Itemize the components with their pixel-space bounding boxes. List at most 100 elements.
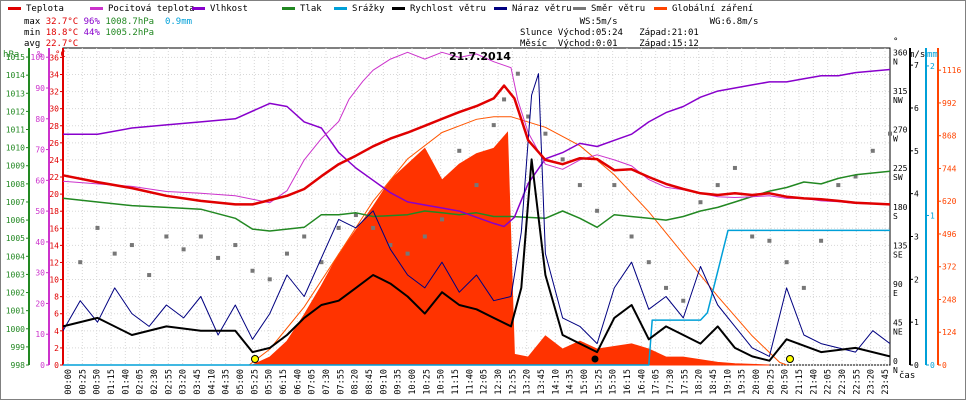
x-tick-label: 08:20 — [351, 369, 361, 395]
wind-sun-moon-info: WS:5m/s WG:6.8m/s Slunce Východ:05:24 Zá… — [520, 17, 758, 50]
x-tick-label: 00:00 — [64, 369, 74, 395]
series-wind-speed — [62, 158, 891, 362]
axis-label-ms: 6 — [914, 104, 919, 113]
legend-label: Pocitová teplota — [108, 4, 195, 14]
axis-label-dir: 45 — [893, 318, 903, 327]
axis-label-ms: 2 — [914, 275, 919, 284]
x-tick-label: 09:35 — [394, 369, 404, 395]
axis-label-hpa: 1003 — [6, 270, 25, 279]
stats-avg-label: avg — [24, 39, 41, 49]
x-tick-label: 21:40 — [809, 369, 819, 395]
x-tick-label: 03:20 — [179, 369, 189, 395]
axis-label-hpa: 1012 — [6, 107, 25, 116]
wind-direction-point — [181, 247, 186, 252]
wind-direction-point — [767, 238, 772, 243]
x-tick-label: 15:25 — [594, 369, 604, 395]
axis-label-hpa: 1013 — [6, 89, 25, 98]
stats-block: max 32.7°C 96% 1008.7hPa 0.9mm min 18.8°… — [24, 17, 192, 50]
x-tick-label: 20:00 — [752, 369, 762, 395]
x-tick-label: 15:50 — [609, 369, 619, 395]
x-tick-label: 23:45 — [881, 369, 891, 395]
wind-direction-point — [405, 251, 410, 256]
axis-label-hpa: 1010 — [6, 144, 25, 153]
legend-swatch — [573, 7, 586, 10]
axis-label-hpa: 999 — [11, 343, 26, 352]
legend-swatch — [392, 7, 405, 10]
wind-direction-point — [302, 234, 307, 239]
wind-direction-point — [284, 251, 289, 256]
x-tick-label: 10:00 — [408, 369, 418, 395]
wind-direction-point — [732, 165, 737, 170]
wind-direction-point — [198, 234, 203, 239]
x-tick-label: 11:15 — [451, 369, 461, 395]
axis-label-hpa: 1000 — [6, 325, 25, 334]
axis-label-rad: 124 — [942, 328, 957, 337]
axis-label-dir-name: NE — [893, 327, 903, 336]
axis-label-rad: 992 — [942, 99, 957, 108]
wind-direction-point — [267, 277, 272, 282]
axis-label-degc: 30 — [49, 105, 59, 114]
x-tick-label: 20:25 — [766, 369, 776, 395]
x-tick-label: 19:35 — [738, 369, 748, 395]
axis-label-pct: 40 — [35, 238, 45, 247]
wind-direction-point — [78, 260, 83, 265]
axis-label-degc: 12 — [49, 258, 59, 267]
axis-label-mm: 1 — [930, 211, 935, 220]
wind-direction-point — [147, 273, 152, 278]
wind-direction-point — [612, 183, 617, 188]
axis-label-ms: 7 — [914, 61, 919, 70]
wind-direction-point — [853, 174, 858, 179]
axes: 9989991000100110021003100410051006100710… — [6, 48, 961, 375]
legend-swatch — [192, 7, 205, 10]
axis-label-dir-name: E — [893, 289, 898, 298]
axis-label-hpa: 1002 — [6, 289, 25, 298]
wind-direction-point — [870, 148, 875, 153]
unit-ms: m/s — [909, 50, 926, 60]
axis-label-pct: 30 — [35, 269, 45, 278]
ws-info: WS:5m/s — [579, 17, 618, 27]
x-tick-label: 10:50 — [437, 369, 447, 395]
axis-label-pct: 60 — [35, 176, 45, 185]
x-tick-label: 14:10 — [551, 369, 561, 395]
axis-label-hpa: 1004 — [6, 252, 25, 261]
legend-label: Tlak — [300, 4, 322, 14]
x-tick-label: 01:15 — [107, 369, 117, 395]
legend-item: Teplota — [8, 4, 64, 14]
x-tick-label: 13:20 — [523, 369, 533, 395]
axis-label-dir: 180 — [893, 203, 908, 212]
axis-label-degc: 0 — [54, 361, 59, 370]
legend-swatch — [90, 7, 103, 10]
axis-label-rad: 744 — [942, 164, 957, 173]
legend-swatch — [8, 7, 21, 10]
axis-label-hpa: 1009 — [6, 162, 25, 171]
legend-item: Globální záření — [654, 4, 753, 14]
axis-label-dir: 135 — [893, 241, 908, 250]
axis-label-degc: 4 — [54, 327, 59, 336]
x-tick-label: 18:45 — [709, 369, 719, 395]
axis-label-rad: 248 — [942, 295, 957, 304]
wind-direction-point — [681, 298, 686, 303]
axis-label-hpa: 1007 — [6, 198, 25, 207]
x-tick-label: 01:40 — [121, 369, 131, 395]
axis-label-hpa: 1014 — [6, 71, 25, 80]
axis-label-degc: 22 — [49, 173, 59, 182]
axis-label-dir-name: N — [893, 366, 898, 375]
axis-label-hpa: 1008 — [6, 180, 25, 189]
x-tick-label: 10:25 — [422, 369, 432, 395]
axis-label-pct: 20 — [35, 299, 45, 308]
unit-hpa: hPa — [3, 50, 20, 60]
wind-direction-point — [95, 225, 100, 230]
axis-label-mm: 0 — [930, 361, 935, 370]
wind-direction-point — [353, 213, 358, 218]
wind-direction-point — [440, 217, 445, 222]
legend-label: Náraz větru — [512, 4, 572, 14]
axis-label-degc: 34 — [49, 70, 59, 79]
series-temperature — [62, 84, 891, 206]
axis-label-degc: 18 — [49, 207, 59, 216]
wind-direction-point — [543, 131, 548, 136]
x-tick-label: 22:05 — [824, 369, 834, 395]
axis-label-degc: 2 — [54, 344, 59, 353]
wind-direction-point — [250, 268, 255, 273]
axis-label-rad: 1116 — [942, 66, 961, 75]
